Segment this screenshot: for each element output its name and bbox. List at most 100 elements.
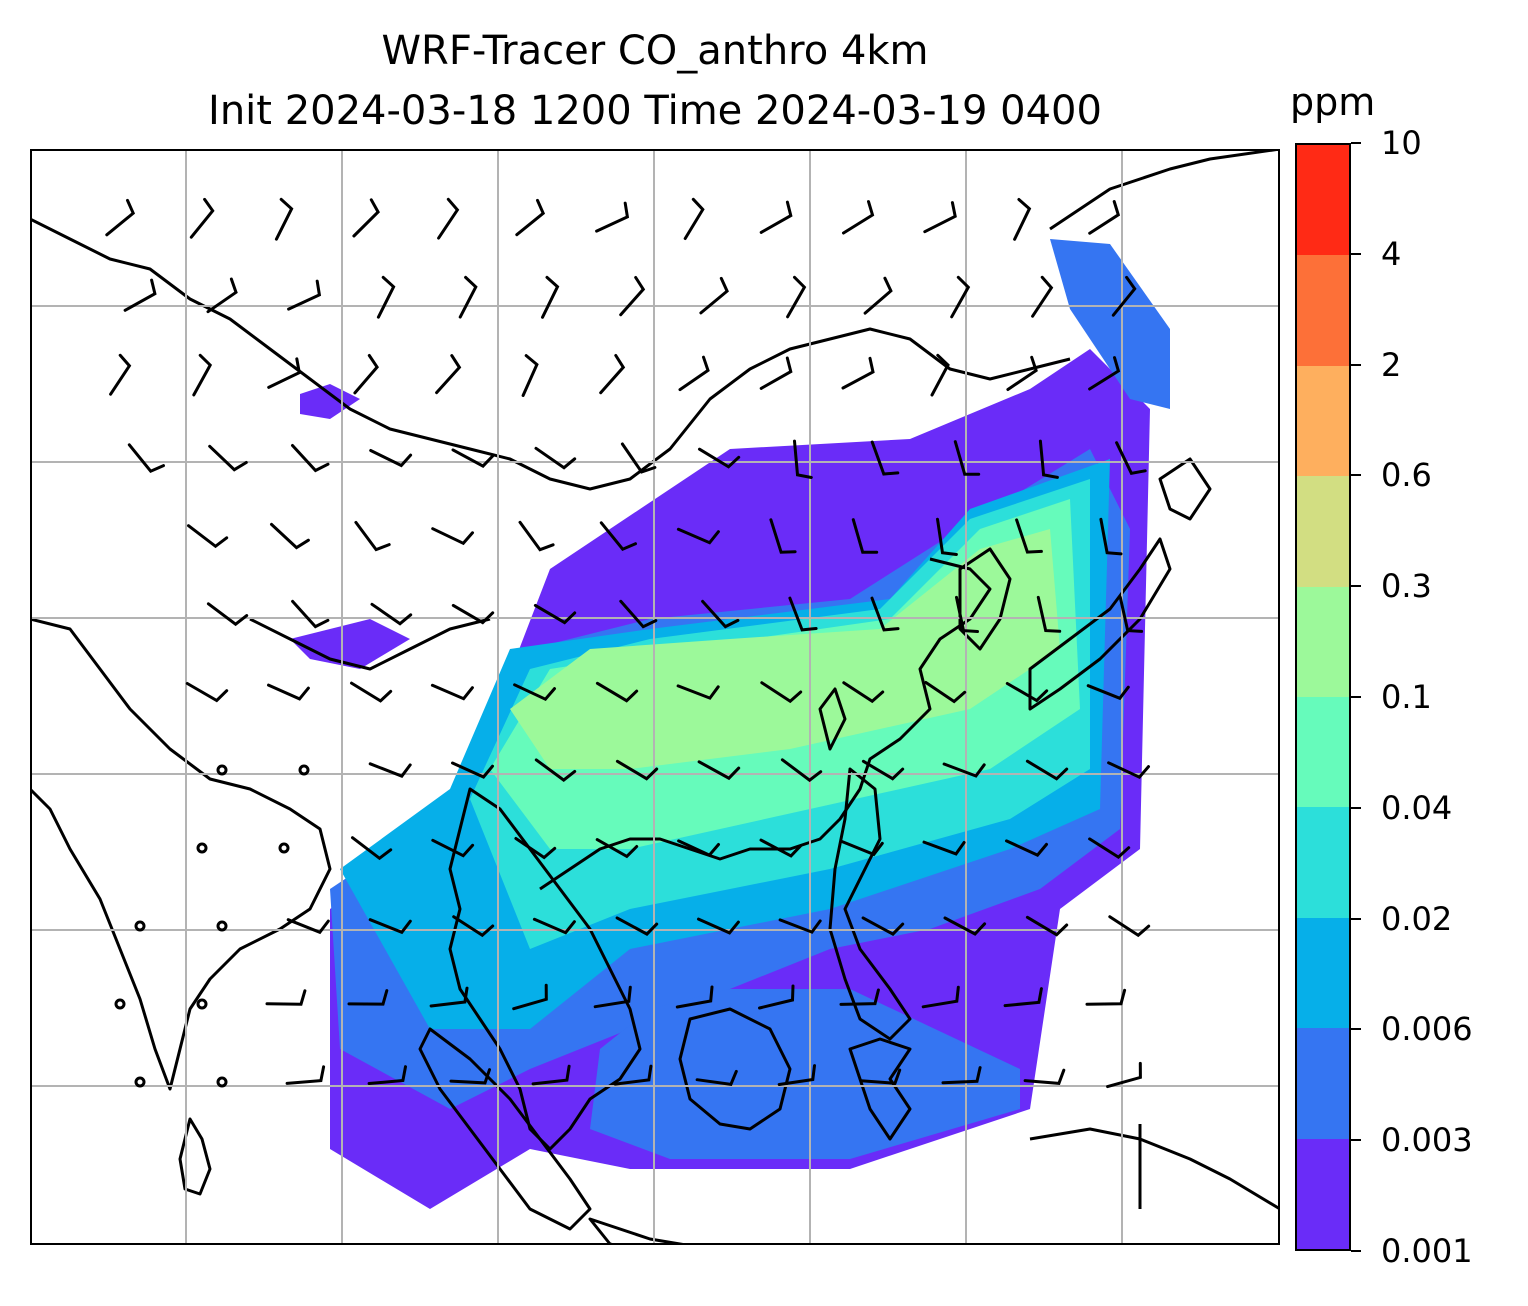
wind-barb xyxy=(431,527,474,546)
colorbar-segment xyxy=(1297,476,1349,587)
colorbar-segment xyxy=(1297,365,1349,477)
border-himalaya xyxy=(249,617,491,671)
wind-barb xyxy=(533,603,577,625)
wind-barb xyxy=(451,761,494,779)
wind-barb xyxy=(793,439,813,479)
wind-barb xyxy=(595,201,630,233)
wind-barb-calm xyxy=(196,842,208,854)
wind-barb xyxy=(435,354,462,395)
wind-barb xyxy=(683,197,705,240)
wind-barb xyxy=(1036,595,1062,633)
colorbar-tick xyxy=(1351,806,1361,809)
wind-barb-calm xyxy=(134,920,146,932)
wind-barb xyxy=(697,760,741,781)
wind-barb xyxy=(350,681,393,703)
colorbar-tick xyxy=(1351,1250,1361,1252)
wind-barb xyxy=(759,200,793,234)
coastline-borneo xyxy=(678,1007,792,1131)
tracer-contour xyxy=(590,989,1020,1159)
colorbar-tick-label: 0.02 xyxy=(1381,899,1453,938)
wind-barb xyxy=(187,524,229,549)
wind-barb xyxy=(458,275,478,319)
map-panel xyxy=(30,149,1280,1245)
colorbar-tick-label: 2 xyxy=(1381,345,1402,384)
wind-barb xyxy=(851,518,879,554)
wind-barb xyxy=(206,277,238,314)
wind-barb xyxy=(368,762,412,779)
wind-barb xyxy=(541,275,560,319)
colorbar-segment xyxy=(1297,255,1349,366)
wind-barb xyxy=(921,985,960,1009)
wind-barb xyxy=(786,275,807,319)
wind-barb xyxy=(534,446,577,470)
wind-barb xyxy=(840,840,884,857)
wind-barb xyxy=(1086,684,1130,701)
wind-barb xyxy=(286,918,330,935)
wind-barb xyxy=(599,354,626,395)
tracer-contour xyxy=(510,529,1060,769)
colorbar-segment xyxy=(1297,1028,1349,1139)
wind-barb xyxy=(1099,517,1123,556)
colorbar-tick-label: 0.006 xyxy=(1381,1010,1473,1049)
coastline-sri-lanka xyxy=(178,1117,212,1196)
wind-barb xyxy=(367,1065,407,1085)
wind-barb xyxy=(615,916,659,936)
tracer-contour xyxy=(1050,239,1170,409)
wind-barb xyxy=(451,603,495,625)
wind-barb xyxy=(593,985,632,1009)
wind-barb xyxy=(274,197,294,241)
wind-barb xyxy=(512,983,548,1011)
wind-barb xyxy=(1023,1068,1066,1085)
coastline-north xyxy=(1049,149,1280,231)
wind-barb xyxy=(619,599,658,629)
wind-barb xyxy=(368,918,412,935)
colorbar-tick-label: 0.001 xyxy=(1381,1232,1473,1270)
wind-barb xyxy=(449,1068,491,1085)
wind-barb xyxy=(451,448,495,468)
wind-barb-calm xyxy=(278,842,290,854)
wind-barb xyxy=(370,602,413,626)
wind-barb xyxy=(1005,839,1048,857)
wind-barb xyxy=(870,596,900,632)
wind-barb xyxy=(699,276,729,315)
wind-barb xyxy=(287,279,322,311)
wind-barb xyxy=(953,440,981,476)
colorbar-segment xyxy=(1297,917,1349,1029)
wind-barb xyxy=(861,916,905,936)
coastline-taiwan xyxy=(818,687,847,751)
map-title-line1: WRF-Tracer CO_anthro 4km xyxy=(381,28,929,74)
wind-barb xyxy=(376,275,396,319)
wind-barb xyxy=(347,989,389,1006)
colorbar-tick-label: 0.3 xyxy=(1381,567,1432,606)
wind-barb xyxy=(863,276,893,315)
colorbar-tick-label: 4 xyxy=(1381,234,1402,273)
colorbar xyxy=(1295,143,1351,1251)
wind-barb xyxy=(859,1068,902,1085)
wind-barb xyxy=(514,837,557,860)
colorbar-segment xyxy=(1297,807,1349,918)
tracer-contour xyxy=(290,619,410,669)
wind-barb xyxy=(1118,595,1144,633)
coastline-java xyxy=(588,1217,696,1245)
wind-barb xyxy=(267,357,301,389)
colorbar-tick xyxy=(1351,474,1361,477)
wind-barb xyxy=(352,198,380,238)
wind-barb-calm xyxy=(216,920,228,932)
colorbar-unit-label: ppm xyxy=(1290,80,1376,124)
wind-barb-calm xyxy=(196,998,208,1010)
colorbar-tick xyxy=(1351,1139,1361,1142)
wind-barb xyxy=(615,759,659,781)
wind-barb xyxy=(353,354,379,395)
wind-barb xyxy=(206,602,249,627)
wind-barb xyxy=(698,447,741,469)
wind-barb xyxy=(351,836,393,861)
wind-barb xyxy=(942,762,986,778)
coastline-new-guinea xyxy=(1029,1127,1280,1211)
wind-barb xyxy=(1115,441,1147,475)
colorbar-segment xyxy=(1297,144,1349,256)
map-title-line2: Init 2024-03-18 1200 Time 2024-03-19 040… xyxy=(208,88,1102,134)
wind-barb xyxy=(1088,200,1121,235)
wind-barb xyxy=(595,681,639,703)
wind-barb xyxy=(267,683,310,701)
coastline-philippines xyxy=(828,767,912,1041)
